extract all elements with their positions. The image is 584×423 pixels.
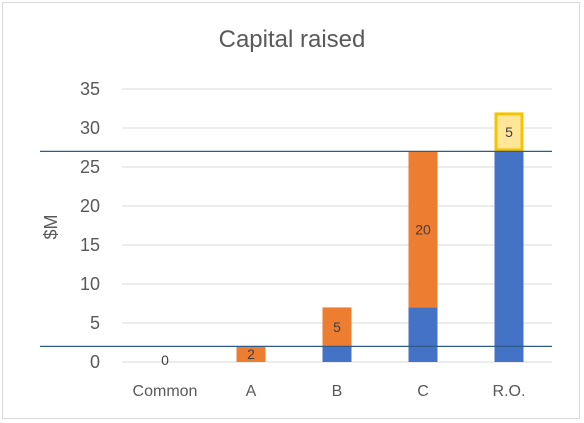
data-label-common: 0 (161, 352, 169, 368)
y-tick-label-15: 15 (80, 235, 100, 255)
y-tick-label-20: 20 (80, 196, 100, 216)
bar-a-segment-2 (236, 346, 266, 362)
y-tick-label-25: 25 (80, 157, 100, 177)
y-tick-label-5: 5 (90, 313, 100, 333)
y-tick-label-35: 35 (80, 79, 100, 99)
x-tick-label-common: Common (133, 383, 198, 400)
data-label-b: 5 (333, 319, 341, 335)
x-tick-label-r-o-: R.O. (493, 383, 526, 400)
y-tick-label-30: 30 (80, 118, 100, 138)
y-tick-label-10: 10 (80, 274, 100, 294)
x-tick-label-a: A (246, 383, 257, 400)
data-label-c: 20 (415, 221, 431, 237)
bar-r-o--segment-3 (494, 112, 524, 152)
data-label-r-o-: 5 (505, 124, 513, 140)
chart-title: Capital raised (219, 26, 366, 53)
bar-c-segment-2 (408, 151, 438, 308)
bar-b-segment-2 (322, 307, 352, 347)
data-label-a: 2 (247, 346, 255, 362)
bar-c-segment-1 (408, 307, 438, 362)
bar-b-segment-1 (322, 346, 352, 362)
y-axis-label: $M (41, 214, 61, 239)
chart-frame (2, 2, 580, 419)
y-tick-label-0: 0 (90, 352, 100, 372)
bar-r-o--segment-1 (494, 151, 524, 362)
x-tick-label-c: C (417, 383, 429, 400)
x-tick-label-b: B (332, 383, 343, 400)
